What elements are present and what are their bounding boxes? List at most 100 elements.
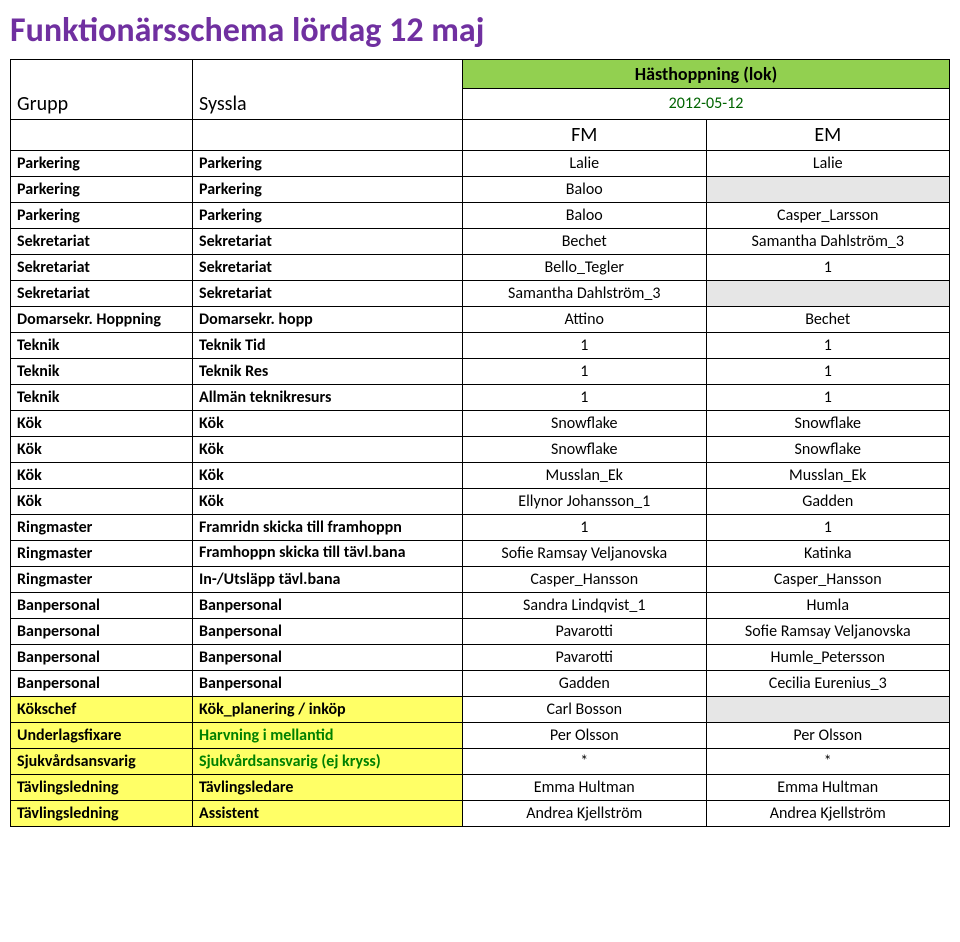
- table-row: TeknikAllmän teknikresurs11: [11, 384, 950, 410]
- blank-cell: [11, 60, 193, 89]
- fm-cell: Bello_Tegler: [463, 254, 707, 280]
- group-cell: Parkering: [11, 150, 193, 176]
- task-cell: Sjukvårdsansvarig (ej kryss): [193, 748, 463, 774]
- task-cell: Kök: [193, 410, 463, 436]
- task-cell: Allmän teknikresurs: [193, 384, 463, 410]
- task-cell: Sekretariat: [193, 228, 463, 254]
- table-row: TeknikTeknik Tid11: [11, 332, 950, 358]
- table-row: KökschefKök_planering / inköpCarl Bosson: [11, 696, 950, 722]
- fm-cell: Lalie: [463, 150, 707, 176]
- fm-cell: Per Olsson: [463, 722, 707, 748]
- fm-header: FM: [463, 119, 707, 150]
- em-cell: Casper_Larsson: [706, 202, 950, 228]
- table-row: ParkeringParkeringBalooCasper_Larsson: [11, 202, 950, 228]
- fm-cell: Sandra Lindqvist_1: [463, 592, 707, 618]
- fm-cell: 1: [463, 384, 707, 410]
- table-row: BanpersonalBanpersonalSandra Lindqvist_1…: [11, 592, 950, 618]
- em-cell: Samantha Dahlström_3: [706, 228, 950, 254]
- fm-cell: Sofie Ramsay Veljanovska: [463, 540, 707, 566]
- fm-cell: 1: [463, 514, 707, 540]
- group-cell: Teknik: [11, 332, 193, 358]
- fm-cell: Emma Hultman: [463, 774, 707, 800]
- task-cell: Kök_planering / inköp: [193, 696, 463, 722]
- group-cell: Underlagsfixare: [11, 722, 193, 748]
- group-cell: Sekretariat: [11, 228, 193, 254]
- table-row: BanpersonalBanpersonalPavarottiSofie Ram…: [11, 618, 950, 644]
- em-cell: Per Olsson: [706, 722, 950, 748]
- group-cell: Ringmaster: [11, 514, 193, 540]
- table-row: KökKökMusslan_EkMusslan_Ek: [11, 462, 950, 488]
- table-row: TävlingsledningTävlingsledareEmma Hultma…: [11, 774, 950, 800]
- group-cell: Teknik: [11, 358, 193, 384]
- group-cell: Kök: [11, 410, 193, 436]
- blank-cell: [193, 60, 463, 89]
- em-cell: [706, 280, 950, 306]
- task-cell: Parkering: [193, 150, 463, 176]
- em-cell: 1: [706, 384, 950, 410]
- grupp-header: Grupp: [11, 89, 193, 120]
- table-row: KökKökSnowflakeSnowflake: [11, 436, 950, 462]
- group-cell: Ringmaster: [11, 566, 193, 592]
- em-cell: 1: [706, 332, 950, 358]
- group-cell: Kök: [11, 488, 193, 514]
- table-row: RingmasterFramridn skicka till framhoppn…: [11, 514, 950, 540]
- task-cell: Parkering: [193, 176, 463, 202]
- fm-cell: Attino: [463, 306, 707, 332]
- page-title: Funktionärsschema lördag 12 maj: [10, 10, 950, 51]
- em-cell: [706, 696, 950, 722]
- em-cell: [706, 176, 950, 202]
- group-cell: Sekretariat: [11, 254, 193, 280]
- task-cell: Kök: [193, 436, 463, 462]
- fm-cell: 1: [463, 358, 707, 384]
- em-cell: 1: [706, 514, 950, 540]
- group-cell: Kök: [11, 436, 193, 462]
- task-cell: Banpersonal: [193, 592, 463, 618]
- fm-cell: Snowflake: [463, 410, 707, 436]
- em-cell: Bechet: [706, 306, 950, 332]
- task-cell: Domarsekr. hopp: [193, 306, 463, 332]
- table-row: RingmasterIn-/Utsläpp tävl.banaCasper_Ha…: [11, 566, 950, 592]
- group-cell: Ringmaster: [11, 540, 193, 566]
- group-cell: Banpersonal: [11, 670, 193, 696]
- task-cell: Harvning i mellantid: [193, 722, 463, 748]
- fm-cell: Andrea Kjellström: [463, 800, 707, 826]
- table-row: SjukvårdsansvarigSjukvårdsansvarig (ej k…: [11, 748, 950, 774]
- task-cell: Kök: [193, 462, 463, 488]
- fm-cell: Pavarotti: [463, 618, 707, 644]
- fm-cell: Pavarotti: [463, 644, 707, 670]
- group-cell: Kökschef: [11, 696, 193, 722]
- task-cell: Banpersonal: [193, 644, 463, 670]
- group-cell: Sjukvårdsansvarig: [11, 748, 193, 774]
- em-cell: Sofie Ramsay Veljanovska: [706, 618, 950, 644]
- table-row: SekretariatSekretariatBechetSamantha Dah…: [11, 228, 950, 254]
- group-cell: Domarsekr. Hoppning: [11, 306, 193, 332]
- em-cell: 1: [706, 254, 950, 280]
- table-row: TävlingsledningAssistentAndrea Kjellströ…: [11, 800, 950, 826]
- table-row: RingmasterFramhoppn skicka till tävl.ban…: [11, 540, 950, 566]
- table-row: ParkeringParkeringLalieLalie: [11, 150, 950, 176]
- group-cell: Parkering: [11, 176, 193, 202]
- task-cell: Banpersonal: [193, 670, 463, 696]
- fm-cell: Carl Bosson: [463, 696, 707, 722]
- syssla-header: Syssla: [193, 89, 463, 120]
- fm-cell: *: [463, 748, 707, 774]
- group-cell: Banpersonal: [11, 644, 193, 670]
- table-row: UnderlagsfixareHarvning i mellantidPer O…: [11, 722, 950, 748]
- task-cell: Framridn skicka till framhoppn: [193, 514, 463, 540]
- em-cell: Lalie: [706, 150, 950, 176]
- em-cell: Emma Hultman: [706, 774, 950, 800]
- task-cell: Sekretariat: [193, 254, 463, 280]
- fm-cell: Bechet: [463, 228, 707, 254]
- fm-cell: Gadden: [463, 670, 707, 696]
- em-cell: Snowflake: [706, 410, 950, 436]
- task-cell: Tävlingsledare: [193, 774, 463, 800]
- em-cell: Andrea Kjellström: [706, 800, 950, 826]
- task-cell: Kök: [193, 488, 463, 514]
- fm-cell: 1: [463, 332, 707, 358]
- em-cell: Musslan_Ek: [706, 462, 950, 488]
- em-cell: 1: [706, 358, 950, 384]
- fm-cell: Samantha Dahlström_3: [463, 280, 707, 306]
- fm-cell: Baloo: [463, 202, 707, 228]
- em-cell: Gadden: [706, 488, 950, 514]
- group-cell: Tävlingsledning: [11, 800, 193, 826]
